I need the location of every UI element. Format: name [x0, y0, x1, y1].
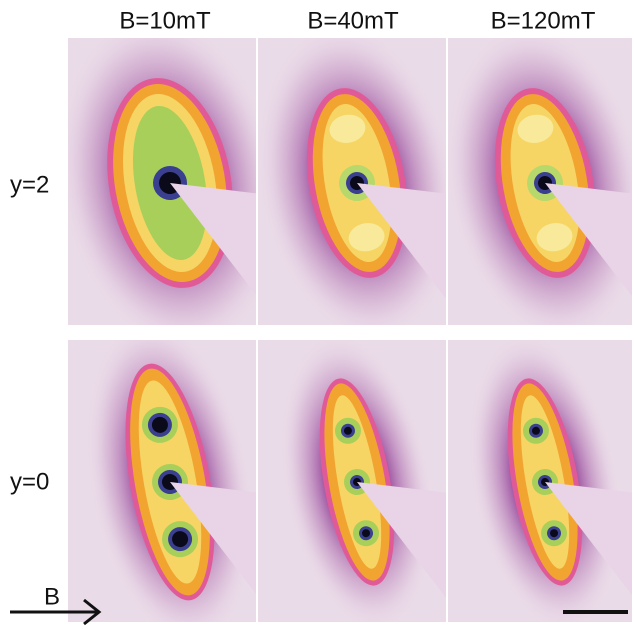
figure: B=10mT B=40mT B=120mT y=2 y=0 B [0, 0, 634, 629]
column-label: B=120mT [491, 7, 596, 34]
panel [447, 322, 634, 629]
panels [32, 0, 634, 629]
column-label: B=10mT [119, 7, 211, 34]
field-label: B [44, 583, 60, 610]
row-label: y=2 [10, 171, 49, 198]
row-label: y=0 [10, 468, 49, 495]
panel [234, 9, 481, 358]
column-label: B=40mT [307, 7, 399, 34]
panel [258, 322, 457, 629]
panel [422, 9, 634, 358]
panel [63, 306, 278, 629]
